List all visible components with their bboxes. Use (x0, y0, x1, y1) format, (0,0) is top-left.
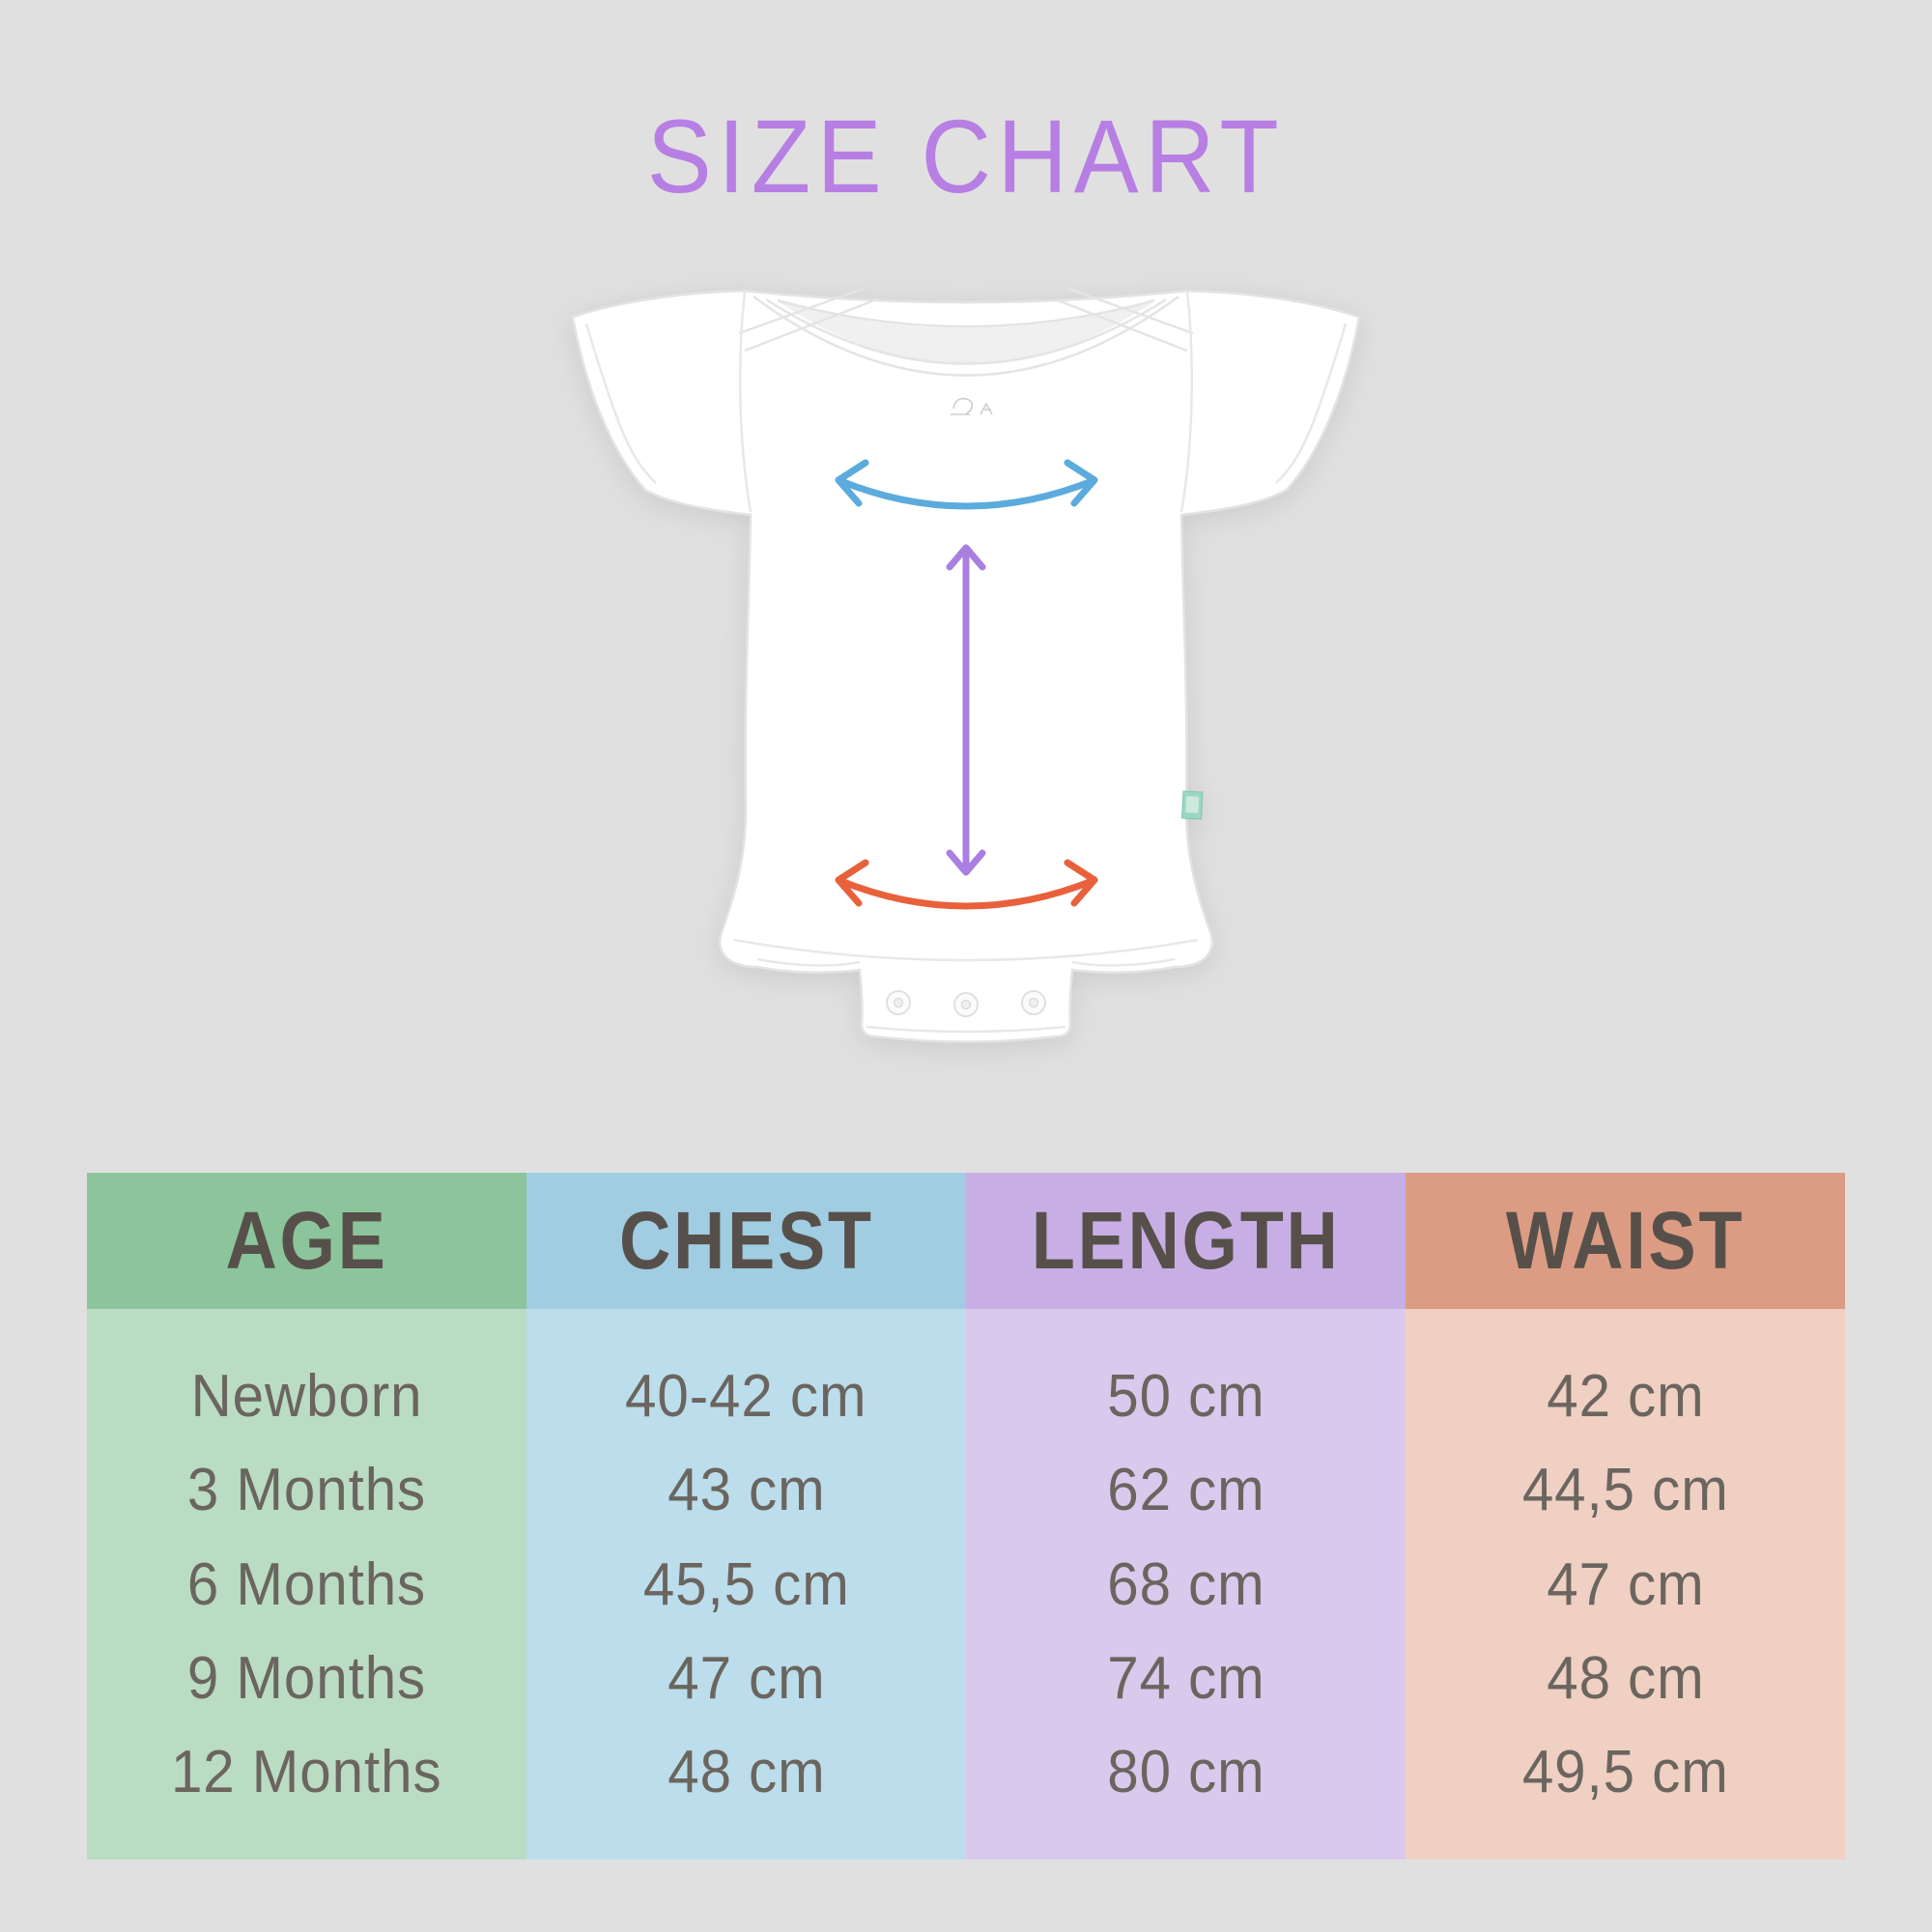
page-title: SIZE CHART (646, 98, 1286, 214)
cell-age-row2: 3 Months (186, 1457, 427, 1524)
cell-waist-row2: 44,5 cm (1521, 1457, 1729, 1524)
neck-label-logo (951, 397, 993, 415)
column-length-body: 50 cm 62 cm 68 cm 74 cm 80 cm (966, 1309, 1406, 1860)
side-tag (1181, 790, 1204, 820)
table-cell: 48 cm (1406, 1632, 1845, 1725)
column-length: LENGTH 50 cm 62 cm 68 cm 74 cm 80 cm (966, 1173, 1406, 1860)
cell-chest-row5: 48 cm (667, 1738, 826, 1805)
table-cell: 49,5 cm (1406, 1725, 1845, 1819)
table-cell: 43 cm (526, 1443, 966, 1537)
cell-chest-row4: 47 cm (667, 1644, 826, 1712)
column-waist: WAIST 42 cm 44,5 cm 47 cm 48 cm 49,5 cm (1406, 1173, 1845, 1860)
cell-waist-row1: 42 cm (1546, 1363, 1705, 1431)
table-cell: 9 Months (87, 1632, 526, 1725)
table-cell: 12 Months (87, 1725, 526, 1819)
column-header-length: LENGTH (966, 1173, 1406, 1309)
body-length-arrow (946, 544, 986, 876)
column-waist-body: 42 cm 44,5 cm 47 cm 48 cm 49,5 cm (1406, 1309, 1845, 1860)
cell-length-row4: 74 cm (1106, 1644, 1265, 1712)
bodysuit-diagram (555, 208, 1377, 1053)
cell-length-row1: 50 cm (1106, 1363, 1265, 1431)
table-cell: 3 Months (87, 1443, 526, 1537)
column-age: AGE Newborn 3 Months 6 Months 9 Months 1… (87, 1173, 526, 1860)
cell-length-row5: 80 cm (1106, 1738, 1265, 1805)
column-header-length-label: LENGTH (1031, 1195, 1341, 1286)
bodysuit-svg (571, 287, 1361, 1043)
column-chest-body: 40-42 cm 43 cm 45,5 cm 47 cm 48 cm (526, 1309, 966, 1860)
cell-age-row3: 6 Months (186, 1550, 427, 1618)
column-header-age-label: AGE (225, 1195, 388, 1286)
table-cell: 44,5 cm (1406, 1443, 1845, 1537)
snap-buttons (886, 990, 1046, 1017)
table-cell: 47 cm (1406, 1537, 1845, 1631)
chest-width-arrow (835, 459, 1098, 510)
column-header-waist-label: WAIST (1505, 1195, 1746, 1286)
column-chest: CHEST 40-42 cm 43 cm 45,5 cm 47 cm 48 cm (526, 1173, 966, 1860)
cell-age-row4: 9 Months (186, 1644, 427, 1712)
neckline-seams (738, 287, 1194, 377)
size-table: AGE Newborn 3 Months 6 Months 9 Months 1… (87, 1173, 1845, 1860)
column-header-chest-label: CHEST (618, 1195, 874, 1286)
column-header-age: AGE (87, 1173, 526, 1309)
table-cell: 6 Months (87, 1537, 526, 1631)
table-cell: 50 cm (966, 1350, 1406, 1443)
table-cell: 40-42 cm (526, 1350, 966, 1443)
cell-length-row2: 62 cm (1106, 1457, 1265, 1524)
table-cell: 48 cm (526, 1725, 966, 1819)
table-cell: Newborn (87, 1350, 526, 1443)
column-header-waist: WAIST (1406, 1173, 1845, 1309)
column-header-chest: CHEST (526, 1173, 966, 1309)
waist-width-arrow (835, 859, 1098, 910)
table-cell: 42 cm (1406, 1350, 1845, 1443)
table-cell: 74 cm (966, 1632, 1406, 1725)
cell-chest-row2: 43 cm (667, 1457, 826, 1524)
cell-chest-row1: 40-42 cm (625, 1363, 867, 1431)
garment-seams (584, 290, 1348, 1034)
cell-waist-row5: 49,5 cm (1521, 1738, 1729, 1805)
column-age-body: Newborn 3 Months 6 Months 9 Months 12 Mo… (87, 1309, 526, 1860)
cell-age-row5: 12 Months (171, 1738, 442, 1805)
table-cell: 80 cm (966, 1725, 1406, 1819)
cell-age-row1: Newborn (190, 1363, 423, 1431)
cell-waist-row4: 48 cm (1546, 1644, 1705, 1712)
cell-waist-row3: 47 cm (1546, 1550, 1705, 1618)
table-cell: 62 cm (966, 1443, 1406, 1537)
table-cell: 47 cm (526, 1632, 966, 1725)
table-cell: 45,5 cm (526, 1537, 966, 1631)
cell-chest-row3: 45,5 cm (642, 1550, 850, 1618)
table-cell: 68 cm (966, 1537, 1406, 1631)
cell-length-row3: 68 cm (1106, 1550, 1265, 1618)
